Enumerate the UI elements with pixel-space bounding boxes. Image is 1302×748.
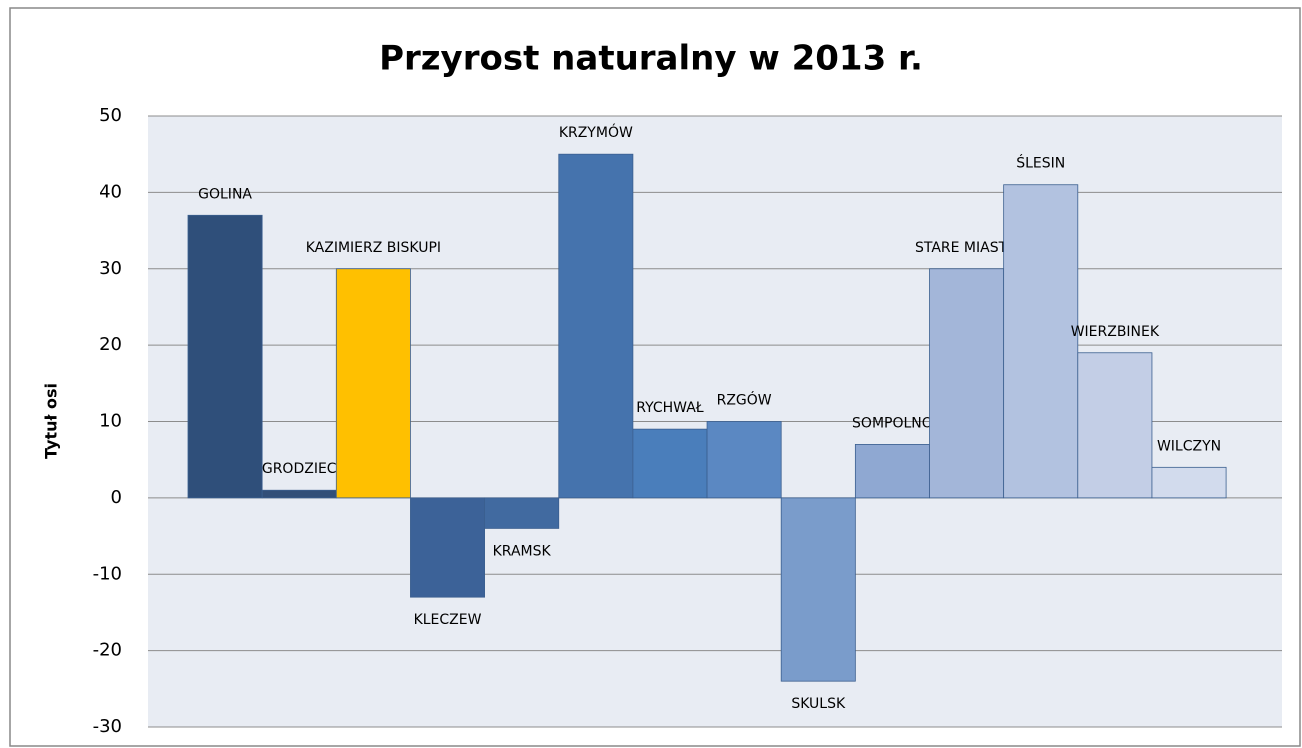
- bar: [1077, 352, 1153, 499]
- data-label: STARE MIASTO: [915, 240, 1018, 256]
- bar: [410, 497, 486, 598]
- data-label: SKULSK: [791, 696, 846, 712]
- bar: [558, 153, 634, 499]
- data-label: WILCZYN: [1157, 438, 1221, 454]
- bar: [187, 214, 263, 499]
- bar: [632, 428, 708, 499]
- data-label: GRODZIEC: [262, 461, 337, 477]
- bar: [780, 497, 856, 682]
- data-label: KRZYMÓW: [559, 123, 633, 141]
- y-tick-label: -10: [93, 563, 122, 584]
- data-label: RYCHWAŁ: [636, 400, 704, 416]
- bar: [335, 268, 411, 499]
- bar: [484, 497, 560, 529]
- chart-title: Przyrost naturalny w 2013 r.: [379, 39, 923, 79]
- data-label: WIERZBINEK: [1071, 324, 1160, 340]
- y-axis-title: Tytuł osi: [42, 383, 61, 459]
- bar: [706, 421, 782, 499]
- data-label: KRAMSK: [493, 543, 552, 559]
- y-tick-label: -30: [93, 716, 122, 737]
- y-tick-label: 10: [99, 411, 122, 432]
- data-label: KAZIMIERZ BISKUPI: [306, 240, 441, 256]
- bar: [929, 268, 1005, 499]
- bar: [1003, 184, 1079, 499]
- bar: [1151, 466, 1227, 499]
- y-tick-label: 30: [99, 258, 122, 279]
- y-tick-label: 20: [99, 334, 122, 355]
- data-label: SOMPOLNO: [852, 415, 933, 431]
- y-tick-label: 40: [99, 181, 122, 202]
- data-label: KLECZEW: [414, 612, 482, 628]
- data-label: GOLINA: [198, 186, 252, 202]
- bar: [261, 489, 337, 499]
- y-tick-label: -20: [93, 640, 122, 661]
- data-label: ŚLESIN: [1016, 154, 1065, 172]
- data-label: RZGÓW: [717, 391, 772, 409]
- y-tick-label: 50: [99, 105, 122, 126]
- y-tick-label: 0: [111, 487, 122, 508]
- bar: [854, 444, 930, 499]
